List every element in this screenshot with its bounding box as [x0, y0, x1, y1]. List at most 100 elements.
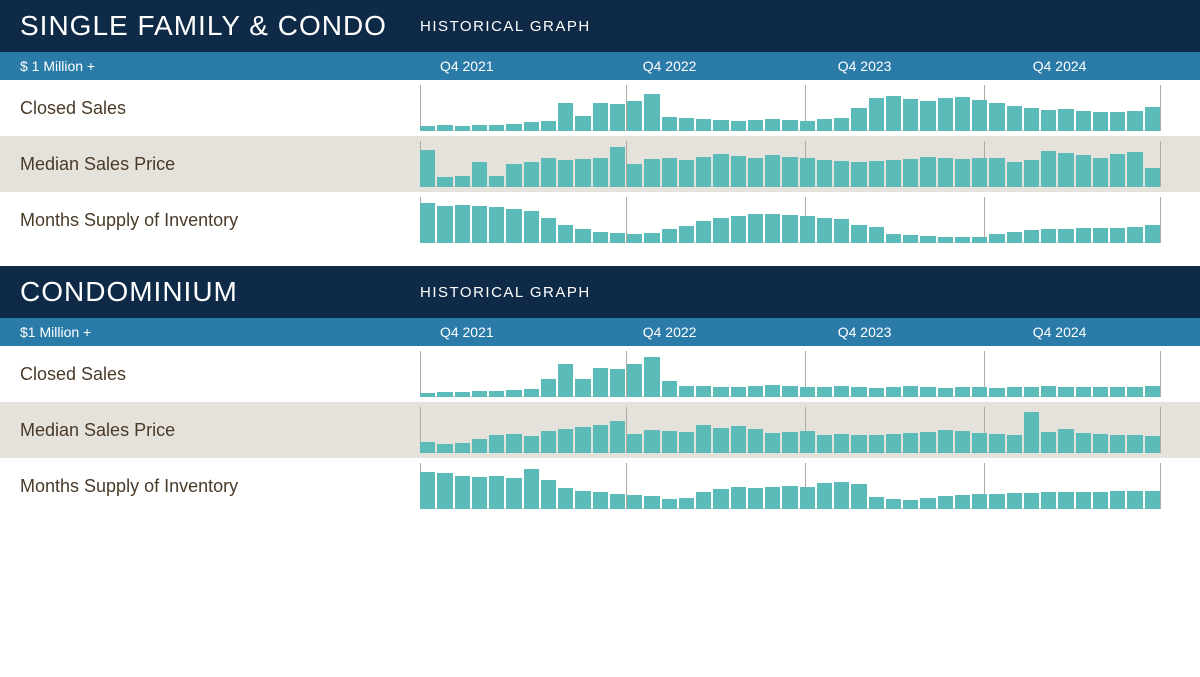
chart-bar: [782, 157, 797, 187]
chart-bar: [782, 215, 797, 243]
chart-bar: [713, 489, 728, 509]
chart-bar: [955, 159, 970, 187]
chart-bar: [1024, 108, 1039, 131]
chart-bars: [420, 85, 1160, 131]
chart-bar: [1093, 387, 1108, 397]
chart-bar: [696, 425, 711, 453]
chart-bar: [938, 98, 953, 131]
chart-bar: [903, 386, 918, 397]
chart-bar: [455, 443, 470, 453]
chart-bar: [420, 472, 435, 509]
chart-bar: [1110, 435, 1125, 453]
chart-bar: [817, 483, 832, 509]
chart-bar: [489, 176, 504, 187]
chart-bar: [1024, 387, 1039, 397]
chart-bar: [800, 487, 815, 509]
metric-label: Closed Sales: [0, 364, 420, 385]
section: SINGLE FAMILY & CONDOHISTORICAL GRAPH$ 1…: [0, 0, 1200, 248]
chart-bar: [506, 478, 521, 509]
timeline-year: Q4 2023: [838, 58, 892, 74]
chart-bar: [713, 428, 728, 453]
chart-bar: [731, 387, 746, 397]
chart-bars: [420, 141, 1160, 187]
chart-bar: [593, 368, 608, 397]
chart-bar: [955, 237, 970, 243]
chart-bar: [920, 157, 935, 187]
chart-bar: [472, 125, 487, 131]
chart-bars: [420, 197, 1160, 243]
chart-bar: [524, 436, 539, 453]
chart-bar: [903, 500, 918, 509]
metric-label: Months Supply of Inventory: [0, 210, 420, 231]
chart-bar: [524, 389, 539, 397]
chart-bar: [1041, 151, 1056, 187]
chart-bar: [1007, 493, 1022, 509]
chart-bar: [920, 101, 935, 131]
chart-bar: [1110, 112, 1125, 131]
chart-bar: [782, 486, 797, 509]
metric-chart: [420, 351, 1200, 397]
chart-bar: [558, 160, 573, 187]
chart-bar: [989, 158, 1004, 187]
metric-row: Median Sales Price: [0, 402, 1200, 458]
chart-bar: [696, 221, 711, 243]
chart-bar: [800, 387, 815, 397]
chart-bar: [437, 444, 452, 453]
chart-bar: [1127, 152, 1142, 187]
chart-bar: [920, 236, 935, 243]
chart-bar: [593, 103, 608, 131]
chart-bar: [972, 100, 987, 131]
chart-bar: [1041, 386, 1056, 397]
chart-bar: [1110, 154, 1125, 187]
chart-bar: [765, 385, 780, 397]
chart-bar: [662, 229, 677, 243]
metric-chart: [420, 197, 1200, 243]
chart-bars: [420, 463, 1160, 509]
chart-bar: [1145, 168, 1160, 187]
chart-bar: [851, 435, 866, 453]
metric-row: Median Sales Price: [0, 136, 1200, 192]
chart-bar: [851, 108, 866, 131]
chart-bar: [989, 103, 1004, 131]
chart-bar: [972, 237, 987, 243]
chart-bar: [558, 103, 573, 131]
chart-bar: [558, 488, 573, 509]
chart-bar: [455, 126, 470, 131]
chart-bar: [455, 176, 470, 187]
chart-bar: [869, 98, 884, 131]
metric-row: Closed Sales: [0, 346, 1200, 402]
chart-bar: [679, 118, 694, 131]
chart-bar: [575, 229, 590, 243]
chart-bar: [506, 164, 521, 187]
chart-bar: [920, 498, 935, 509]
metric-label: Median Sales Price: [0, 420, 420, 441]
chart-bar: [972, 158, 987, 187]
chart-bar: [1058, 229, 1073, 243]
chart-bar: [420, 393, 435, 397]
chart-bar: [437, 206, 452, 243]
chart-divider: [1160, 141, 1161, 187]
chart-bar: [1007, 387, 1022, 397]
chart-bar: [886, 387, 901, 397]
chart-bar: [972, 387, 987, 397]
chart-bar: [489, 125, 504, 131]
chart-bar: [817, 218, 832, 243]
chart-bar: [1093, 158, 1108, 187]
chart-bar: [817, 119, 832, 131]
chart-bar: [1007, 162, 1022, 187]
timeline-year: Q4 2021: [440, 58, 494, 74]
chart-bar: [489, 207, 504, 243]
chart-bar: [524, 211, 539, 243]
chart-divider: [1160, 407, 1161, 453]
chart-bar: [610, 147, 625, 187]
chart-bar: [1093, 434, 1108, 453]
chart-bar: [644, 159, 659, 187]
chart-bar: [955, 495, 970, 509]
section-header: CONDOMINIUMHISTORICAL GRAPH: [0, 266, 1200, 318]
chart-bars: [420, 351, 1160, 397]
chart-bar: [989, 234, 1004, 243]
chart-bar: [627, 364, 642, 397]
chart-bar: [903, 433, 918, 453]
chart-bar: [800, 431, 815, 453]
chart-bar: [1076, 387, 1091, 397]
